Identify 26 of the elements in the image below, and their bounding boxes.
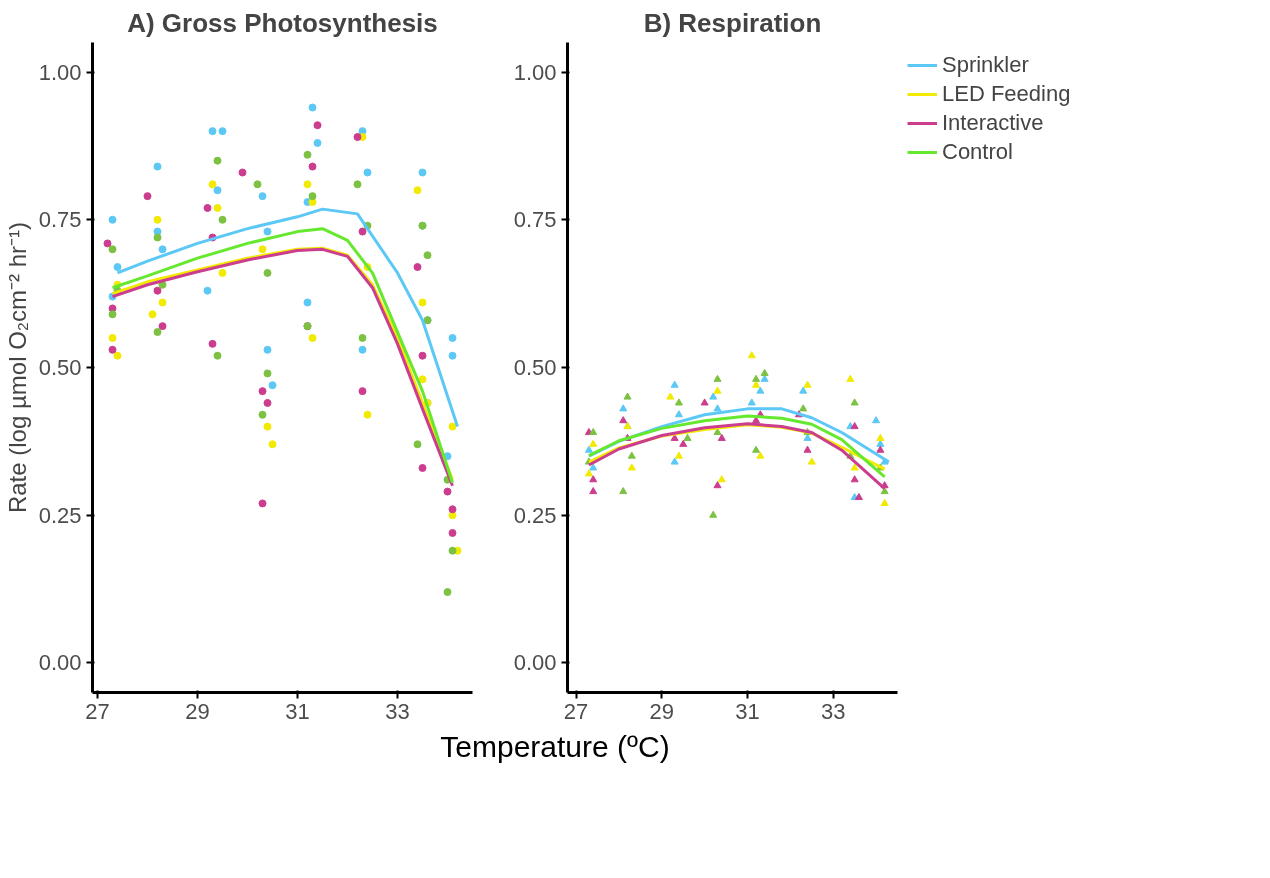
x-axis-title: Temperature (ºC) <box>440 729 670 765</box>
x-tick-label: 31 <box>285 698 310 724</box>
y-tick-label: 1.00 <box>38 59 82 85</box>
y-tick-label: 0.25 <box>38 502 82 528</box>
chart-title: B) Respiration <box>643 7 822 38</box>
y-tick-label: 0.75 <box>38 207 82 233</box>
legend-label: Interactive <box>942 110 1044 136</box>
x-tick-label: 31 <box>735 698 760 724</box>
legend-label: Sprinkler <box>942 52 1029 78</box>
x-tick-label: 27 <box>85 698 110 724</box>
x-tick-label: 33 <box>385 698 410 724</box>
y-tick-label: 0.25 <box>513 502 557 528</box>
y-tick-label: 0.50 <box>513 355 557 380</box>
y-axis-title: Rate (log µmol O₂cm⁻² hr⁻¹) <box>3 221 31 514</box>
x-tick-label: 27 <box>563 698 589 724</box>
y-tick-label: 0.75 <box>513 207 557 233</box>
chart-title: A) Gross Photosynthesis <box>127 7 438 38</box>
y-tick-label: 0.00 <box>513 650 557 676</box>
legend-label: Control <box>942 139 1013 165</box>
legend-label: LED Feeding <box>942 81 1071 107</box>
x-tick-label: 29 <box>185 698 210 724</box>
y-tick-label: 1.00 <box>513 59 557 85</box>
x-tick-label: 33 <box>820 698 846 724</box>
x-tick-label: 29 <box>649 698 675 724</box>
y-tick-label: 0.00 <box>38 650 82 676</box>
y-tick-label: 0.50 <box>38 355 82 380</box>
